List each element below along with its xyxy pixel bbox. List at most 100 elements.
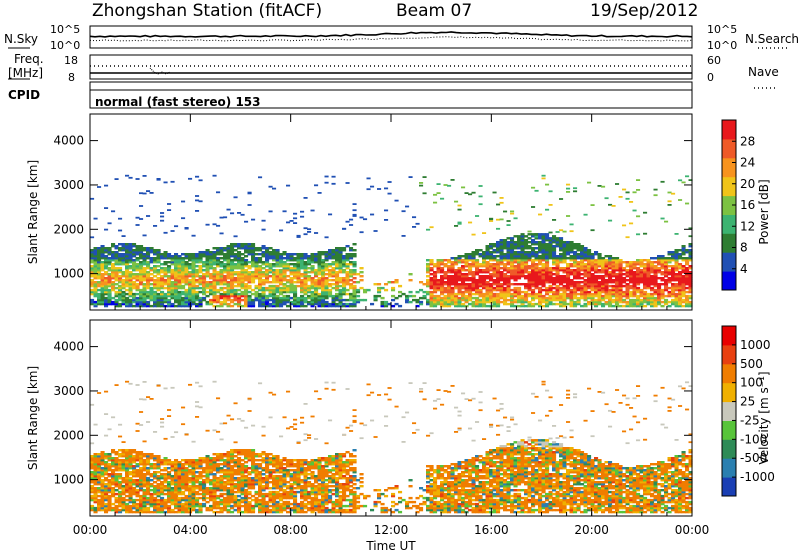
power-cell: [142, 292, 147, 296]
power-cell: [121, 249, 126, 252]
power-cell: [135, 279, 140, 282]
power-cell: [177, 304, 182, 308]
velocity-cell: [135, 422, 140, 425]
power-cell: [317, 284, 322, 288]
power-cell: [342, 227, 347, 230]
power-cell: [433, 265, 438, 268]
power-cell: [90, 267, 95, 270]
power-cell: [475, 265, 480, 268]
power-cell: [541, 304, 546, 308]
power-cell: [303, 257, 308, 260]
power-cell: [104, 265, 109, 268]
velocity-cell: [142, 496, 147, 500]
power-cell: [233, 279, 238, 282]
power-cell: [660, 267, 665, 270]
power-cell: [226, 290, 231, 294]
power-cell: [569, 269, 574, 272]
power-cell: [216, 281, 221, 284]
velocity-cell: [125, 489, 130, 492]
power-cell: [307, 286, 312, 290]
velocity-cell: [177, 463, 182, 466]
power-cell: [576, 261, 581, 264]
velocity-cell: [135, 494, 140, 498]
power-cell: [569, 296, 574, 300]
power-cell: [559, 302, 564, 306]
power-cell: [552, 257, 557, 260]
velocity-cell: [142, 473, 147, 476]
power-cell: [139, 304, 144, 308]
velocity-cell: [97, 471, 102, 474]
power-cell: [209, 281, 214, 284]
velocity-cell: [181, 481, 186, 484]
power-cell: [342, 269, 347, 272]
power-cell: [279, 271, 284, 274]
power-cell: [671, 302, 676, 306]
velocity-cell: [191, 471, 196, 474]
power-cell: [489, 294, 494, 298]
power-cell: [457, 300, 462, 304]
power-cell: [90, 257, 95, 260]
power-cell: [468, 288, 473, 292]
velocity-cell: [135, 479, 140, 482]
power-cell: [93, 294, 98, 298]
power-cell: [160, 255, 165, 258]
power-cell: [167, 265, 172, 268]
power-cell: [128, 281, 133, 284]
power-cell: [244, 269, 249, 272]
power-cell: [328, 275, 333, 278]
power-cell: [188, 279, 193, 282]
power-cell: [401, 292, 406, 296]
power-cell: [198, 267, 203, 270]
velocity-cell: [125, 508, 130, 512]
power-cell: [590, 284, 595, 288]
power-cell: [615, 302, 620, 306]
power-cell: [237, 279, 242, 282]
power-cell: [230, 247, 235, 250]
power-cell: [100, 267, 105, 270]
power-cell: [104, 284, 109, 288]
power-cell: [545, 269, 550, 272]
power-cell: [454, 300, 459, 304]
power-cell: [135, 224, 140, 226]
power-cell: [240, 277, 245, 280]
power-cell: [240, 284, 245, 288]
power-cell: [254, 263, 259, 266]
power-cell: [583, 213, 588, 216]
power-cell: [244, 249, 249, 252]
power-cell: [293, 286, 298, 290]
power-cell: [254, 249, 259, 252]
power-cell: [125, 281, 130, 284]
power-cell: [335, 286, 340, 290]
power-cell: [167, 255, 172, 258]
power-cell: [251, 273, 256, 276]
power-cell: [167, 288, 172, 292]
power-cell: [212, 223, 217, 226]
power-cell: [142, 267, 147, 270]
power-cell: [538, 300, 543, 304]
power-cell: [219, 296, 224, 300]
power-cell: [282, 284, 287, 288]
power-cell: [426, 263, 431, 266]
power-cell: [219, 288, 224, 292]
power-cell: [324, 286, 329, 290]
power-cell: [146, 271, 151, 274]
velocity-cell: [160, 481, 165, 484]
velocity-cell: [104, 463, 109, 466]
power-cell: [216, 296, 221, 300]
power-cell: [216, 283, 221, 286]
power-cell: [594, 267, 599, 270]
power-cell: [590, 257, 595, 260]
power-cell: [482, 263, 487, 266]
power-cell: [527, 302, 532, 306]
power-cell: [146, 283, 151, 286]
power-cell: [503, 253, 508, 256]
power-cell: [111, 273, 116, 276]
velocity-cell: [191, 502, 196, 506]
power-cell: [118, 302, 123, 306]
power-cell: [513, 253, 518, 256]
power-cell: [653, 292, 658, 296]
velocity-cell: [195, 381, 200, 384]
velocity-cell: [195, 461, 200, 464]
power-cell: [352, 281, 357, 284]
power-cell: [212, 275, 217, 278]
